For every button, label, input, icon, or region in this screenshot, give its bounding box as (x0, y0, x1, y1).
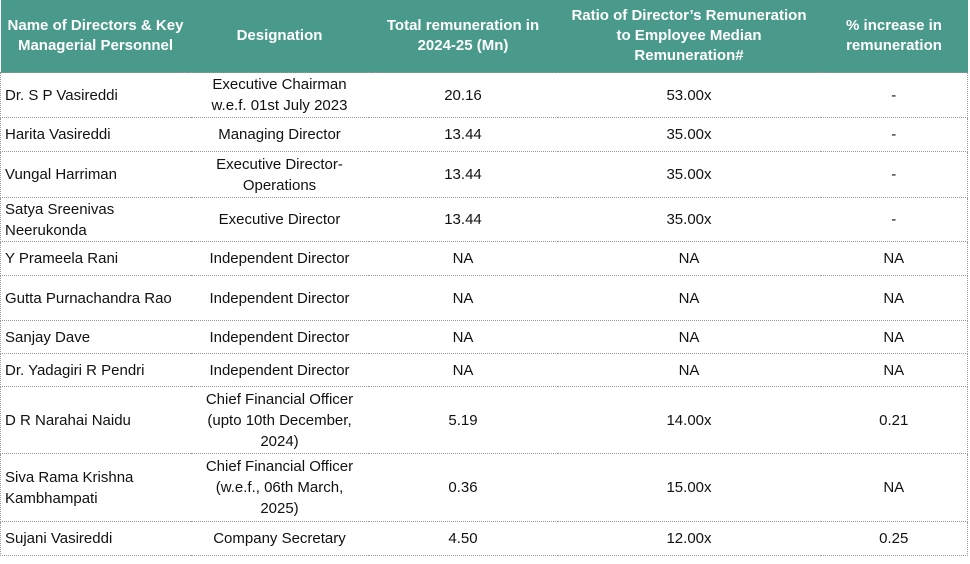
table-cell: Y Prameela Rani (0, 241, 191, 276)
table-cell: Siva Rama Krishna Kambhampati (0, 453, 191, 522)
table-cell: Dr. S P Vasireddi (0, 72, 191, 118)
table-cell: NA (820, 275, 968, 321)
table-cell: 0.21 (820, 386, 968, 454)
table-cell: - (820, 72, 968, 118)
table-cell: D R Narahai Naidu (0, 386, 191, 454)
table-row: Sujani Vasireddi Company Secretary 4.50 12.… (0, 521, 968, 556)
table-cell: - (820, 151, 968, 198)
header-cell: Total remuneration in 2024-25 (Mn) (368, 0, 558, 73)
header-cell: % increase in remuneration (820, 0, 968, 73)
table-header: Name of Directors & Key Managerial Perso… (0, 0, 968, 73)
table-cell: Executive Director (190, 197, 369, 242)
table-cell: 0.25 (820, 521, 968, 556)
table-cell: NA (368, 320, 558, 354)
header-cell: Ratio of Director’s Remuneration to Empl… (557, 0, 821, 73)
table-cell: Independent Director (190, 275, 369, 321)
table-cell: 20.16 (368, 72, 558, 118)
table-row: Dr. Yadagiri R Pendri Independent Directo… (0, 353, 968, 387)
table-cell: Sanjay Dave (0, 320, 191, 354)
table-cell: NA (820, 353, 968, 387)
table-cell: NA (557, 320, 821, 354)
table-cell: NA (368, 275, 558, 321)
table-cell: Independent Director (190, 241, 369, 276)
table-cell: Gutta Purnachandra Rao (0, 275, 191, 321)
table-cell: 14.00x (557, 386, 821, 454)
header-cell: Designation (190, 0, 369, 73)
table-row: Harita Vasireddi Managing Director 13.44 35… (0, 117, 968, 152)
table-cell: Chief Financial Officer (upto 10th Decem… (190, 386, 369, 454)
table-cell: 35.00x (557, 151, 821, 198)
table-cell: Executive Chairman w.e.f. 01st July 2023 (190, 72, 369, 118)
table-cell: Satya Sreenivas Neerukonda (0, 197, 191, 242)
table-cell: Independent Director (190, 353, 369, 387)
table-cell: 15.00x (557, 453, 821, 522)
table-row: Sanjay Dave Independent Director NA NA NA (0, 320, 968, 354)
table-cell: 35.00x (557, 197, 821, 242)
table-row: Dr. S P Vasireddi Executive Chairman w.e.… (0, 72, 968, 118)
table-row: Gutta Purnachandra Rao Independent Direct… (0, 275, 968, 321)
table-cell: 13.44 (368, 117, 558, 152)
table-cell: Harita Vasireddi (0, 117, 191, 152)
table-row: Vungal Harriman Executive Director-Operat… (0, 151, 968, 198)
table-cell: 4.50 (368, 521, 558, 556)
table-cell: NA (368, 241, 558, 276)
header-cell: Name of Directors & Key Managerial Perso… (0, 0, 191, 73)
table-cell: 35.00x (557, 117, 821, 152)
table-cell: Company Secretary (190, 521, 369, 556)
table-cell: Chief Financial Officer (w.e.f., 06th Ma… (190, 453, 369, 522)
table-cell: NA (368, 353, 558, 387)
table-cell: 53.00x (557, 72, 821, 118)
table-row: Satya Sreenivas Neerukonda Executive Dire… (0, 197, 968, 242)
table-cell: NA (820, 241, 968, 276)
table-cell: - (820, 117, 968, 152)
table-cell: - (820, 197, 968, 242)
table-cell: Dr. Yadagiri R Pendri (0, 353, 191, 387)
table-cell: 13.44 (368, 197, 558, 242)
table-row: D R Narahai Naidu Chief Financial Officer… (0, 386, 968, 454)
table-cell: 5.19 (368, 386, 558, 454)
table-cell: Managing Director (190, 117, 369, 152)
table-cell: NA (820, 320, 968, 354)
table-cell: 12.00x (557, 521, 821, 556)
table-cell: 0.36 (368, 453, 558, 522)
table-cell: Executive Director-Operations (190, 151, 369, 198)
table-cell: Independent Director (190, 320, 369, 354)
table-cell: 13.44 (368, 151, 558, 198)
table-cell: NA (557, 241, 821, 276)
table-cell: Vungal Harriman (0, 151, 191, 198)
table-cell: NA (557, 275, 821, 321)
table-cell: NA (557, 353, 821, 387)
table-row: Y Prameela Rani Independent Director NA NA N… (0, 241, 968, 276)
table-body: Dr. S P Vasireddi Executive Chairman w.e.… (0, 72, 968, 556)
header-row: Name of Directors & Key Managerial Perso… (0, 0, 968, 73)
table-cell: Sujani Vasireddi (0, 521, 191, 556)
table-row: Siva Rama Krishna Kambhampati Chief Finan… (0, 453, 968, 522)
table-cell: NA (820, 453, 968, 522)
